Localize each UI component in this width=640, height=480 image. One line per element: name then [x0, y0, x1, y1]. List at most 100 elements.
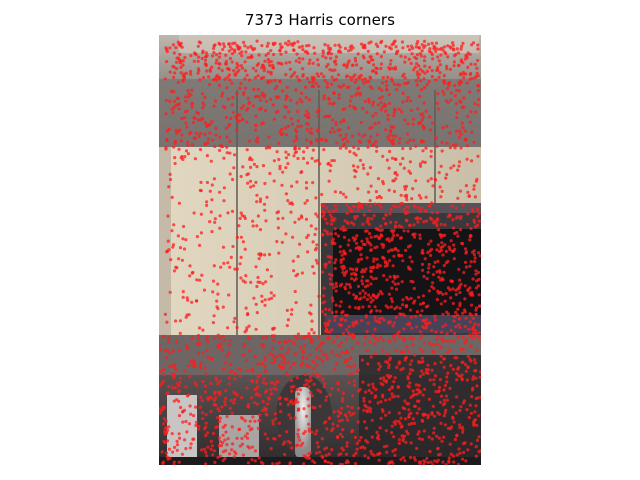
corner-marker — [423, 387, 427, 391]
corner-marker — [457, 135, 461, 139]
corner-marker — [361, 305, 365, 309]
corner-marker — [432, 414, 437, 418]
corner-marker — [204, 51, 208, 55]
corner-marker — [448, 442, 452, 446]
corner-marker — [223, 400, 227, 404]
corner-marker — [221, 441, 225, 445]
corner-marker — [414, 45, 418, 49]
corner-marker — [285, 340, 289, 344]
corner-marker — [473, 102, 477, 106]
corner-marker — [227, 376, 231, 380]
corner-marker — [408, 381, 412, 385]
corner-marker — [222, 42, 226, 46]
corner-marker — [278, 396, 282, 400]
corner-marker — [243, 77, 247, 81]
corner-marker — [370, 452, 374, 456]
corner-marker — [347, 205, 351, 209]
corner-marker — [330, 328, 334, 332]
corner-marker — [340, 253, 344, 257]
corner-marker — [407, 385, 411, 389]
corner-marker — [468, 52, 472, 56]
corner-marker — [387, 66, 391, 70]
corner-marker — [284, 192, 288, 196]
corner-marker — [354, 93, 358, 97]
corner-marker — [371, 114, 375, 118]
corner-marker — [441, 245, 445, 249]
corner-marker — [241, 117, 245, 121]
corner-marker — [430, 437, 434, 441]
corner-marker — [451, 339, 456, 343]
corner-marker — [364, 229, 368, 233]
corner-marker — [470, 395, 474, 399]
corner-marker — [188, 404, 192, 408]
corner-marker — [455, 47, 459, 51]
corner-marker — [375, 436, 379, 440]
corner-marker — [293, 352, 297, 356]
corner-marker — [372, 142, 376, 146]
corner-marker — [226, 437, 230, 441]
corner-marker — [421, 319, 425, 323]
corner-marker — [240, 213, 244, 218]
corner-marker — [353, 80, 357, 84]
corner-marker — [476, 47, 480, 51]
corner-marker — [463, 308, 467, 312]
corner-marker — [385, 84, 389, 88]
corner-marker — [327, 260, 332, 264]
corner-marker — [340, 396, 345, 401]
corner-marker — [159, 384, 162, 388]
corner-marker — [201, 328, 205, 332]
corner-marker — [457, 323, 461, 327]
corner-marker — [245, 326, 249, 330]
corner-marker — [423, 257, 427, 261]
corner-marker — [379, 224, 383, 228]
corner-marker — [329, 461, 333, 465]
corner-marker — [279, 128, 284, 132]
corner-marker — [411, 187, 415, 191]
corner-marker — [305, 356, 309, 360]
corner-marker — [254, 327, 258, 331]
corner-marker — [225, 354, 229, 358]
corner-marker — [171, 64, 175, 68]
corner-marker — [305, 334, 310, 338]
corner-marker — [375, 265, 379, 269]
corner-marker — [420, 43, 424, 47]
corner-marker — [357, 76, 362, 80]
corner-marker — [182, 224, 186, 229]
corner-marker — [253, 449, 258, 453]
corner-marker — [294, 134, 298, 139]
corner-marker — [341, 428, 345, 432]
corner-marker — [479, 370, 481, 374]
corner-marker — [427, 341, 431, 345]
corner-marker — [405, 132, 410, 136]
corner-marker — [260, 336, 264, 340]
corner-marker — [165, 439, 170, 443]
corner-marker — [426, 460, 430, 465]
corner-marker — [277, 251, 281, 255]
corner-marker — [190, 300, 194, 304]
corner-marker — [262, 344, 266, 348]
corner-marker — [403, 358, 407, 362]
corner-marker — [378, 309, 382, 313]
corner-marker — [441, 325, 445, 329]
corner-marker — [251, 224, 255, 228]
corner-marker — [418, 217, 422, 221]
corner-marker — [336, 409, 340, 413]
corner-marker — [305, 382, 309, 386]
corner-marker — [330, 68, 334, 72]
corner-marker — [348, 99, 353, 103]
corner-marker — [405, 402, 409, 406]
corner-marker — [227, 124, 231, 128]
corner-marker — [361, 242, 366, 247]
corner-marker — [460, 121, 464, 125]
corner-marker — [307, 332, 311, 336]
corner-marker — [344, 133, 348, 137]
corner-marker — [291, 235, 295, 239]
corner-marker — [302, 407, 306, 411]
corner-marker — [194, 52, 198, 57]
corner-marker — [330, 296, 334, 300]
corner-marker — [458, 426, 462, 430]
corner-marker — [172, 145, 176, 149]
corner-marker — [269, 381, 273, 385]
corner-marker — [251, 66, 255, 70]
corner-marker — [379, 55, 383, 59]
